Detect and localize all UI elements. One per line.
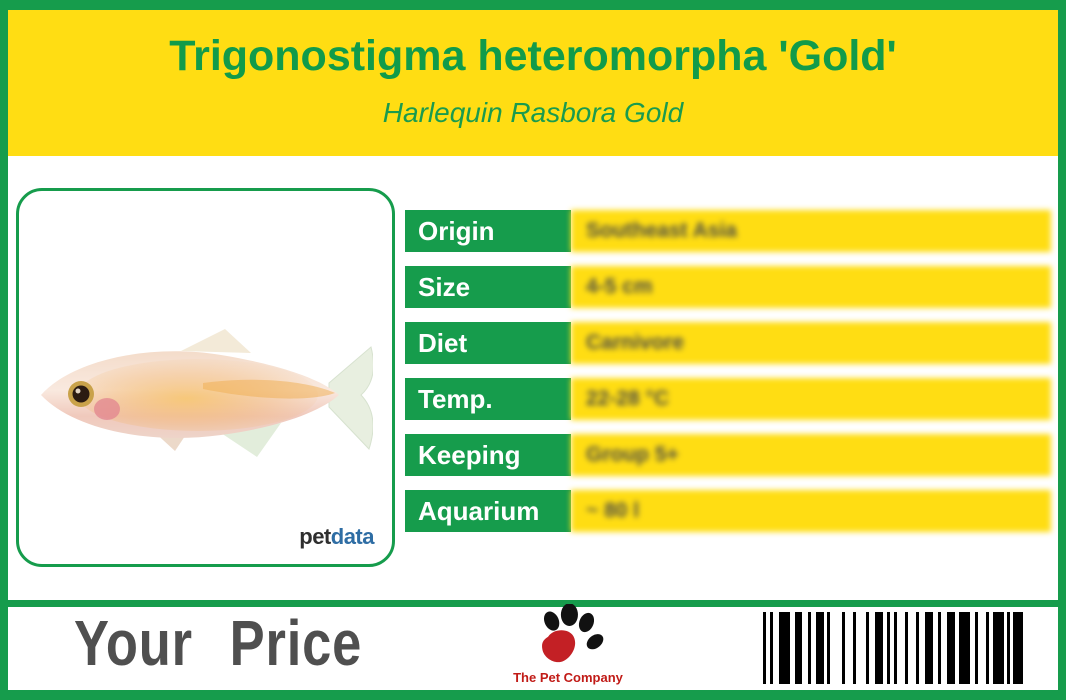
barcode bbox=[763, 612, 1027, 684]
footer-divider bbox=[8, 600, 1058, 607]
barcode-bar bbox=[975, 612, 978, 684]
barcode-bar bbox=[887, 612, 890, 684]
barcode-bar bbox=[763, 612, 766, 684]
barcode-bar bbox=[853, 612, 856, 684]
barcode-bar bbox=[795, 612, 802, 684]
paw-icon bbox=[542, 604, 604, 663]
row-value-blurred: 4-5 cm bbox=[571, 266, 1051, 308]
barcode-bar bbox=[842, 612, 845, 684]
barcode-bar bbox=[1007, 612, 1010, 684]
barcode-bar bbox=[947, 612, 955, 684]
fish-photo-frame: petdata bbox=[16, 188, 395, 567]
barcode-bar bbox=[816, 612, 824, 684]
row-label: Aquarium bbox=[405, 490, 571, 532]
petdata-logo-data: data bbox=[330, 524, 375, 549]
row-value-blurred: Southeast Asia bbox=[571, 210, 1051, 252]
barcode-gap bbox=[897, 612, 905, 684]
barcode-bar bbox=[770, 612, 773, 684]
barcode-bar bbox=[993, 612, 1004, 684]
barcode-bar bbox=[905, 612, 908, 684]
row-label: Size bbox=[405, 266, 571, 308]
petdata-logo-pet: pet bbox=[299, 524, 331, 549]
table-row-keeping: Keeping Group 5+ bbox=[405, 434, 1051, 476]
price-label: Your Price bbox=[74, 607, 363, 679]
barcode-gap bbox=[845, 612, 853, 684]
species-info-table: Origin Southeast Asia Size 4-5 cm Diet C… bbox=[405, 210, 1051, 532]
table-row-origin: Origin Southeast Asia bbox=[405, 210, 1051, 252]
fish-photo bbox=[41, 329, 373, 457]
barcode-gap bbox=[856, 612, 866, 684]
barcode-gap bbox=[830, 612, 842, 684]
barcode-bar bbox=[986, 612, 989, 684]
row-label: Origin bbox=[405, 210, 571, 252]
barcode-bar bbox=[1013, 612, 1023, 684]
petdata-logo: petdata bbox=[299, 524, 374, 550]
row-value-blurred: 22-28 °C bbox=[571, 378, 1051, 420]
barcode-bar bbox=[959, 612, 970, 684]
header-band: Trigonostigma heteromorpha 'Gold' Harleq… bbox=[8, 10, 1058, 156]
barcode-bar bbox=[916, 612, 919, 684]
barcode-bar bbox=[779, 612, 790, 684]
table-row-size: Size 4-5 cm bbox=[405, 266, 1051, 308]
company-logo: The Pet Company bbox=[498, 604, 638, 685]
row-label: Temp. bbox=[405, 378, 571, 420]
species-title: Trigonostigma heteromorpha 'Gold' bbox=[169, 32, 897, 80]
row-value-blurred: ~ 80 l bbox=[571, 490, 1051, 532]
barcode-bar bbox=[808, 612, 811, 684]
barcode-bar bbox=[866, 612, 869, 684]
barcode-gap bbox=[908, 612, 916, 684]
table-row-aquarium: Aquarium ~ 80 l bbox=[405, 490, 1051, 532]
barcode-gap bbox=[978, 612, 986, 684]
table-row-temp: Temp. 22-28 °C bbox=[405, 378, 1051, 420]
row-label: Diet bbox=[405, 322, 571, 364]
barcode-bar bbox=[925, 612, 933, 684]
row-label: Keeping bbox=[405, 434, 571, 476]
company-name: The Pet Company bbox=[513, 670, 623, 685]
barcode-bar bbox=[875, 612, 883, 684]
row-value-blurred: Carnivore bbox=[571, 322, 1051, 364]
barcode-bar bbox=[894, 612, 897, 684]
barcode-bar bbox=[827, 612, 830, 684]
common-name-subtitle: Harlequin Rasbora Gold bbox=[382, 97, 684, 128]
row-value-blurred: Group 5+ bbox=[571, 434, 1051, 476]
table-row-diet: Diet Carnivore bbox=[405, 322, 1051, 364]
barcode-bar bbox=[938, 612, 941, 684]
